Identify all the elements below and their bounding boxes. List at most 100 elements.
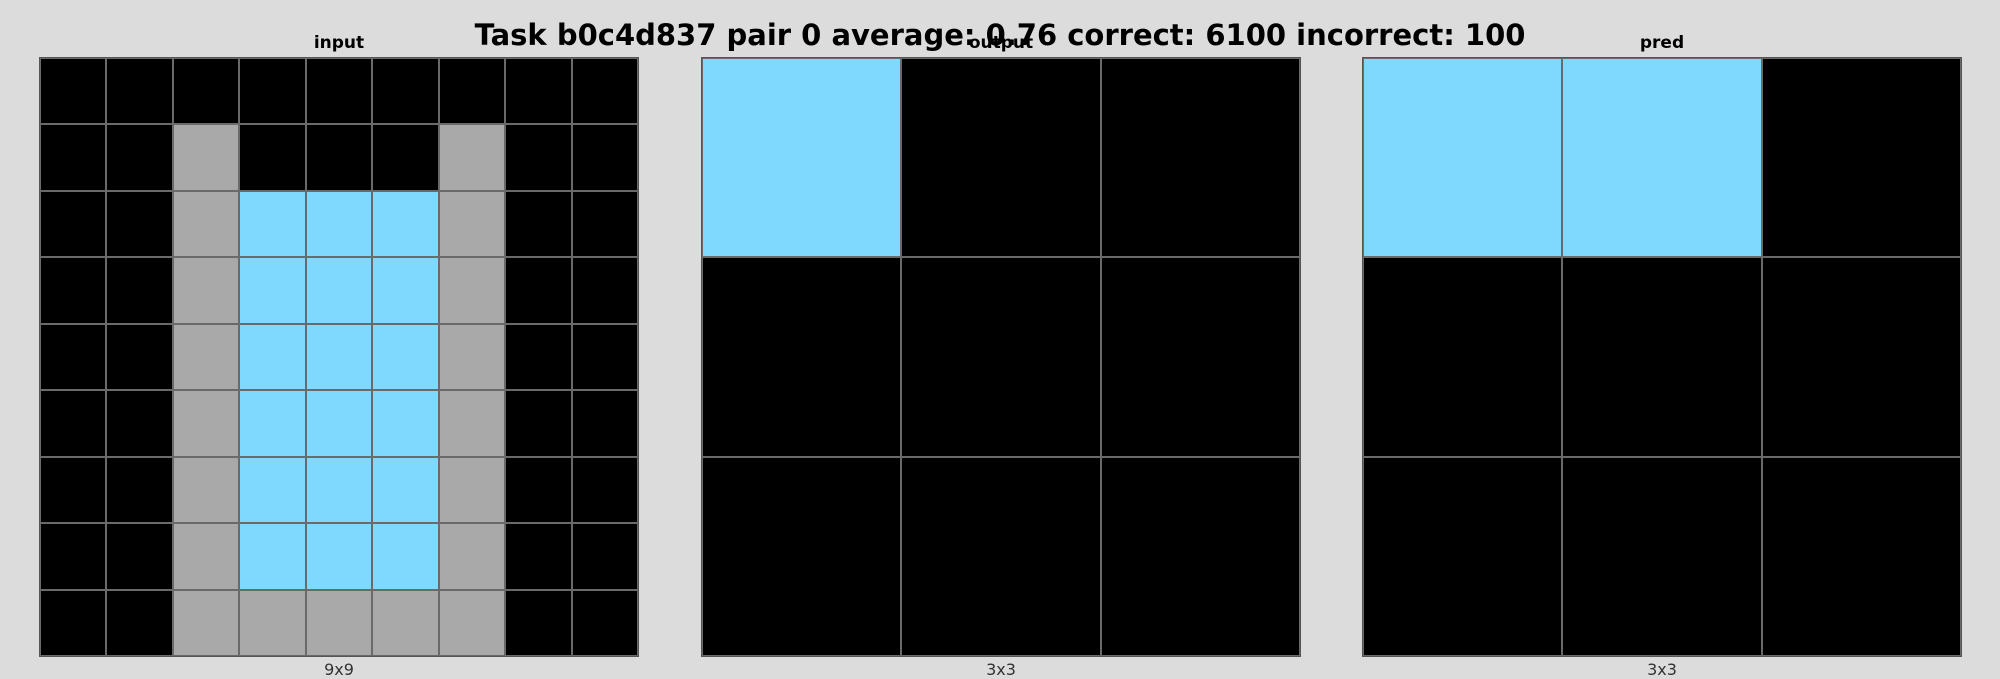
grid-cell: [1761, 257, 1961, 457]
grid-cell: [571, 589, 638, 656]
grid-cell: [106, 257, 173, 324]
grid-cell: [305, 124, 373, 191]
grid-cell: [1100, 456, 1300, 656]
grid-cell: [1761, 456, 1961, 656]
grid-cell: [239, 589, 306, 656]
grid-cell: [1100, 257, 1300, 457]
grid-cell: [239, 58, 306, 125]
grid-cell: [1363, 58, 1563, 258]
output-grid: [701, 57, 1301, 657]
grid-cell: [571, 257, 638, 324]
grid-cell: [40, 124, 107, 191]
output-dims-label: 3x3: [986, 660, 1016, 679]
grid-cell: [106, 589, 173, 656]
grid-cell: [239, 523, 306, 590]
grid-cell: [372, 589, 439, 656]
grid-cell: [438, 257, 506, 324]
grid-cell: [239, 124, 306, 191]
grid-cell: [372, 456, 439, 524]
grid-cell: [438, 124, 506, 191]
grid-cell: [505, 323, 572, 391]
grid-cell: [901, 58, 1101, 258]
grid-cell: [1363, 257, 1563, 457]
page-title: Task b0c4d837 pair 0 average: 0.76 corre…: [474, 18, 1526, 52]
grid-cell: [438, 589, 506, 656]
grid-cell: [438, 523, 506, 590]
grid-cell: [438, 390, 506, 457]
grid-cell: [372, 190, 439, 258]
grid-cell: [901, 257, 1101, 457]
grid-cell: [372, 124, 439, 191]
grid-cell: [702, 456, 902, 656]
grid-cell: [571, 323, 638, 391]
grid-cell: [372, 323, 439, 391]
grid-cell: [702, 257, 902, 457]
grid-cell: [571, 124, 638, 191]
grid-cell: [172, 589, 240, 656]
grid-cell: [571, 523, 638, 590]
grid-cell: [438, 456, 506, 524]
input-dims-label: 9x9: [324, 660, 354, 679]
grid-cell: [305, 456, 373, 524]
grid-cell: [305, 58, 373, 125]
grid-cell: [372, 58, 439, 125]
grid-cell: [305, 390, 373, 457]
grid-cell: [106, 390, 173, 457]
grid-cell: [40, 589, 107, 656]
grid-cell: [1562, 257, 1762, 457]
grid-cell: [1761, 58, 1961, 258]
panel-label-pred: pred: [1639, 33, 1685, 53]
grid-cell: [372, 523, 439, 590]
grid-cell: [305, 589, 373, 656]
grid-cell: [372, 390, 439, 457]
pred-dims-label: 3x3: [1647, 660, 1677, 679]
grid-cell: [239, 257, 306, 324]
grid-cell: [305, 323, 373, 391]
grid-cell: [106, 124, 173, 191]
grid-cell: [305, 190, 373, 258]
grid-cell: [172, 523, 240, 590]
grid-cell: [571, 456, 638, 524]
grid-cell: [239, 456, 306, 524]
grid-cell: [172, 257, 240, 324]
input-grid: [39, 57, 639, 657]
grid-cell: [239, 323, 306, 391]
grid-cell: [106, 523, 173, 590]
grid-cell: [106, 456, 173, 524]
grid-cell: [505, 58, 572, 125]
panel-label-output: output: [968, 33, 1034, 53]
grid-cell: [1562, 58, 1762, 258]
grid-cell: [505, 390, 572, 457]
grid-cell: [172, 323, 240, 391]
grid-cell: [40, 456, 107, 524]
grid-cell: [1562, 456, 1762, 656]
grid-cell: [40, 257, 107, 324]
grid-cell: [40, 58, 107, 125]
grid-cell: [40, 323, 107, 391]
grid-cell: [505, 257, 572, 324]
grid-cell: [305, 523, 373, 590]
grid-cell: [40, 190, 107, 258]
grid-cell: [505, 456, 572, 524]
grid-cell: [571, 58, 638, 125]
grid-cell: [305, 257, 373, 324]
grid-cell: [505, 124, 572, 191]
grid-cell: [40, 523, 107, 590]
grid-cell: [40, 390, 107, 457]
grid-cell: [372, 257, 439, 324]
grid-cell: [901, 456, 1101, 656]
grid-cell: [438, 190, 506, 258]
grid-cell: [239, 390, 306, 457]
grid-cell: [172, 190, 240, 258]
grid-cell: [172, 58, 240, 125]
grid-cell: [106, 58, 173, 125]
grid-cell: [702, 58, 902, 258]
grid-cell: [571, 190, 638, 258]
grid-cell: [505, 190, 572, 258]
grid-cell: [172, 456, 240, 524]
grid-cell: [172, 124, 240, 191]
grid-cell: [571, 390, 638, 457]
grid-cell: [505, 589, 572, 656]
grid-cell: [1100, 58, 1300, 258]
grid-cell: [438, 58, 506, 125]
